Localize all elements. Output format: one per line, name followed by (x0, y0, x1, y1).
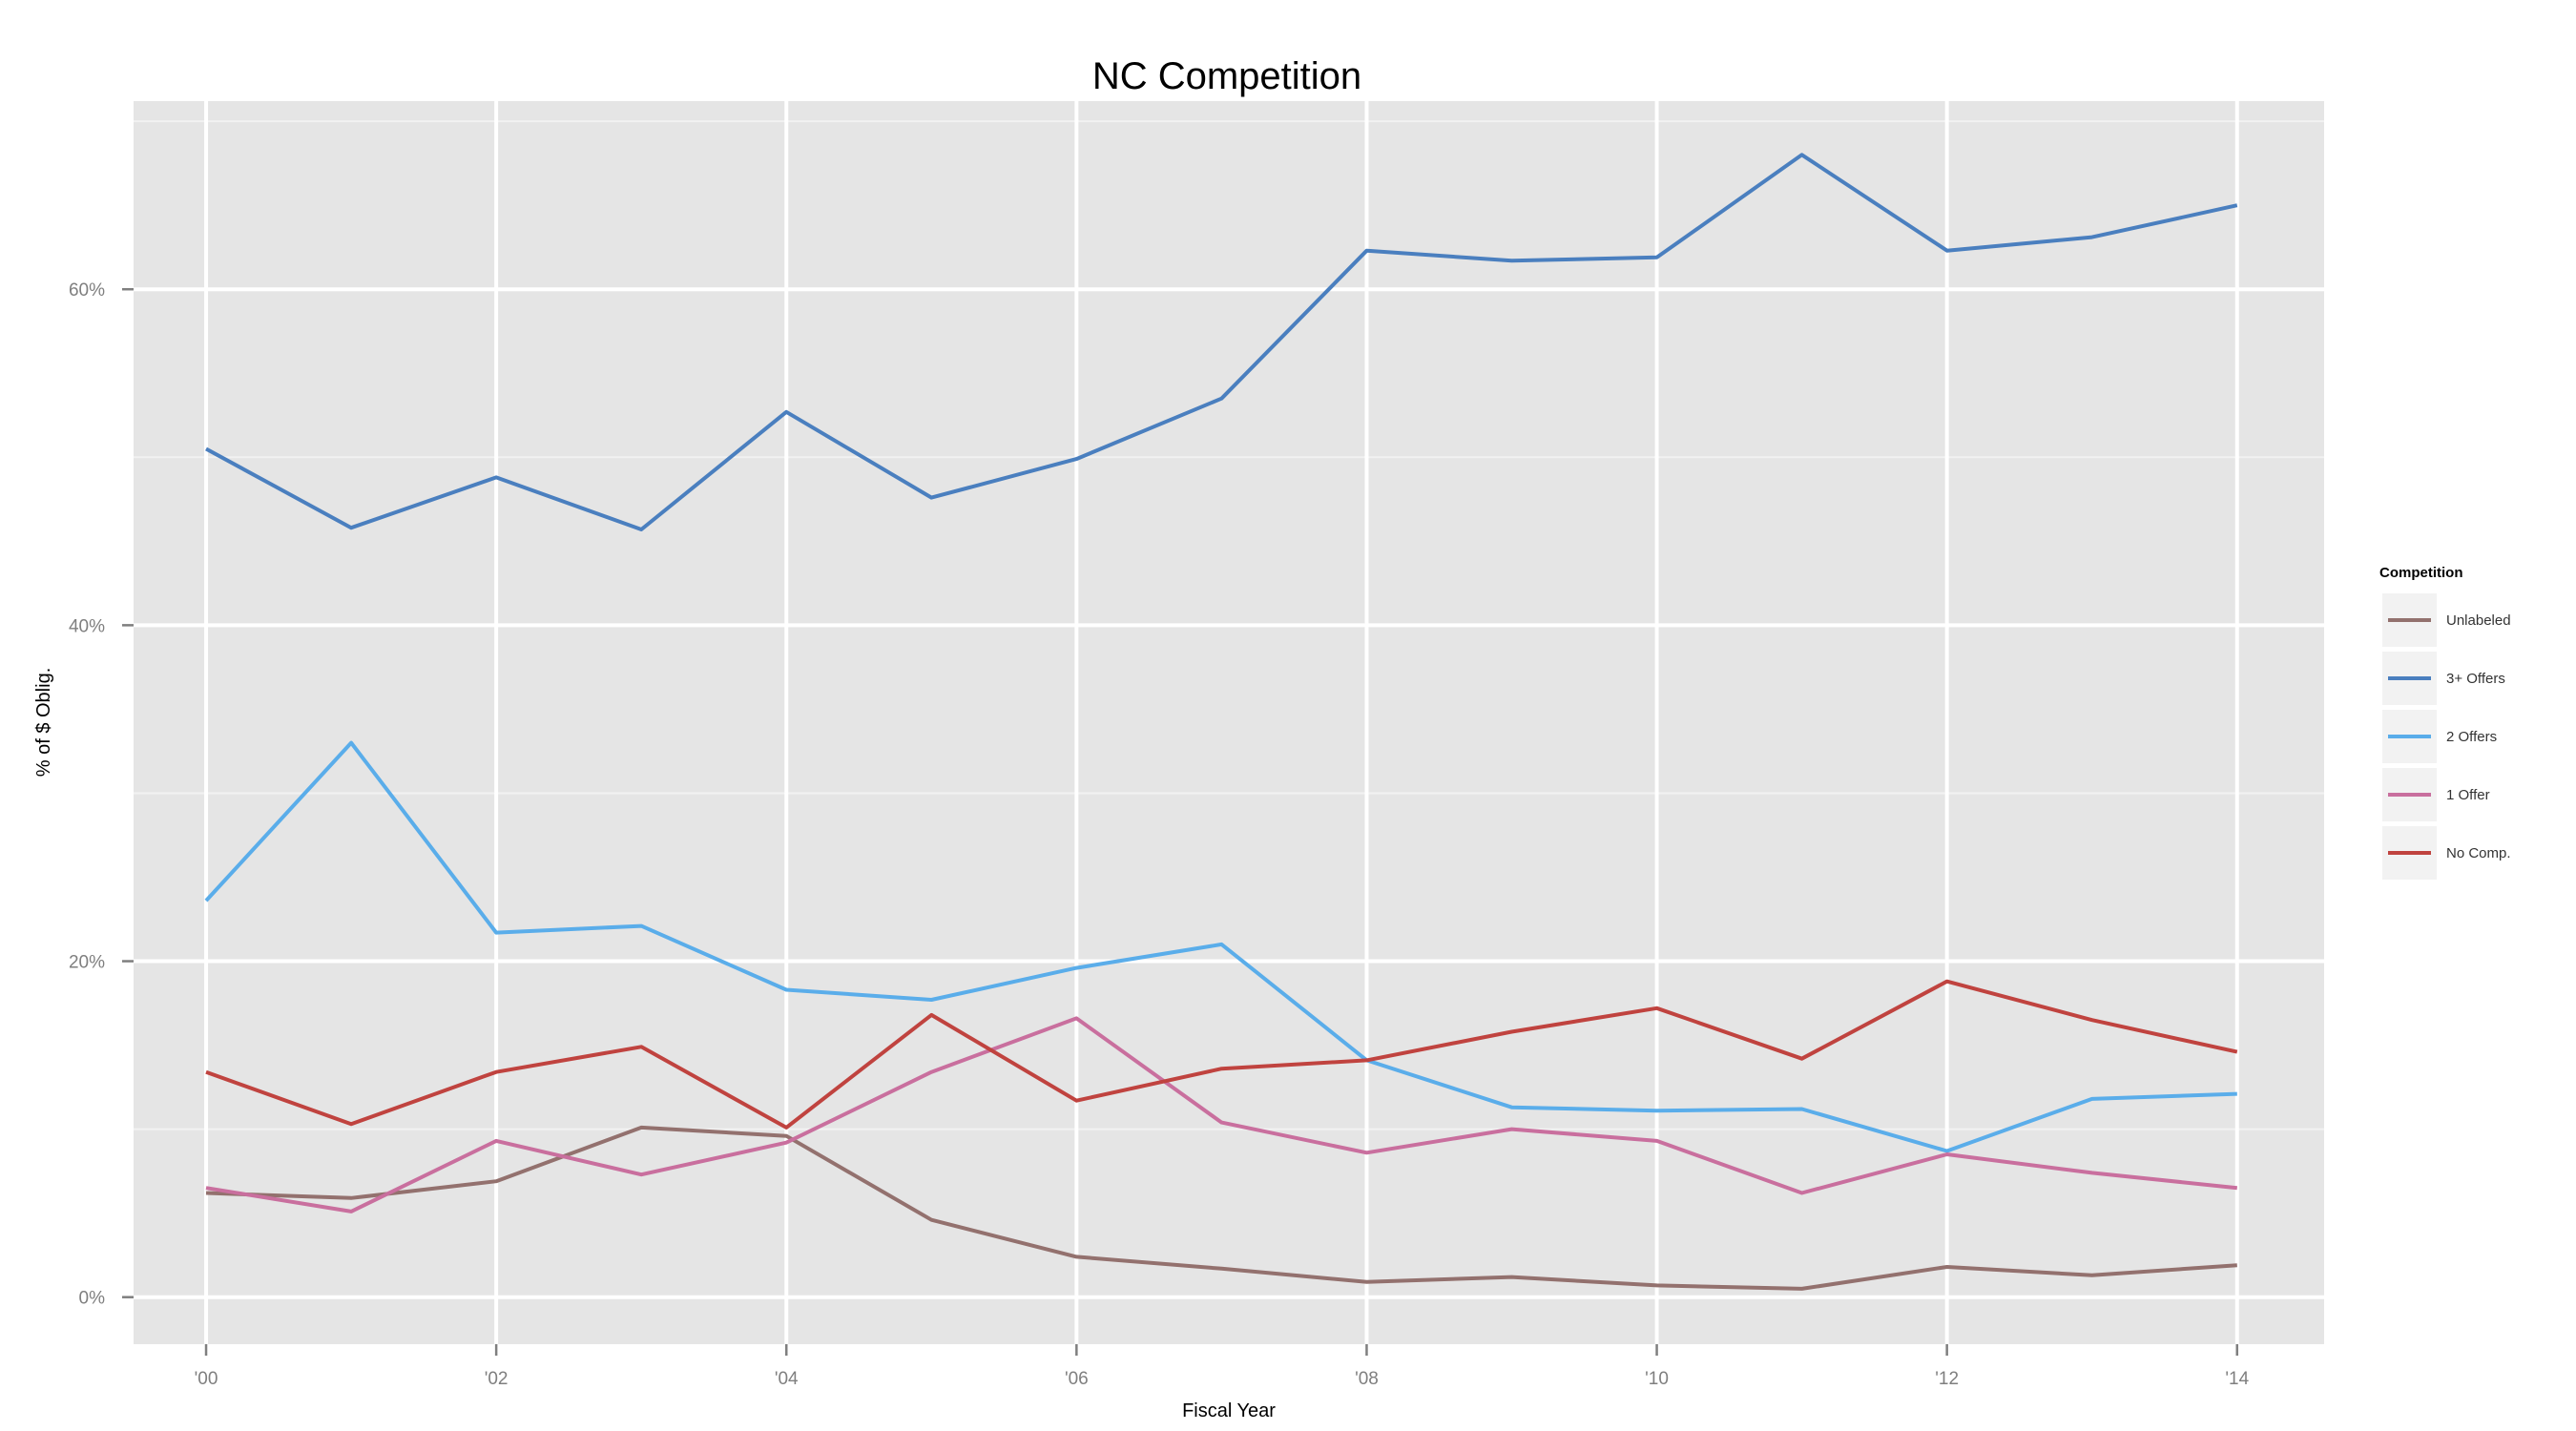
legend: Competition Unlabeled 3+ Offers 2 Offers 1 … (2379, 565, 2511, 880)
y-tick-label: 40% (69, 616, 105, 636)
x-tick-label: '00 (195, 1369, 218, 1389)
x-tick-label: '08 (1355, 1369, 1379, 1389)
legend-label: 1 Offer (2446, 787, 2490, 803)
y-tick-label: 60% (69, 280, 105, 301)
x-tick-label: '10 (1645, 1369, 1669, 1389)
x-tick-label: '14 (2225, 1369, 2249, 1389)
series-line-unlabeled (205, 1125, 2237, 1291)
grid-minor (134, 120, 2324, 1130)
series-line-no-comp (205, 979, 2238, 1130)
y-axis-title: % of $ Oblig. (33, 668, 54, 778)
x-tick-label: '06 (1065, 1369, 1089, 1389)
legend-label: 2 Offers (2446, 729, 2497, 745)
y-tick-label: 0% (79, 1289, 106, 1309)
y-axis: 0% 20% 40% 60% (69, 280, 134, 1309)
x-tick-label: '02 (485, 1369, 509, 1389)
legend-label: 3+ Offers (2446, 671, 2505, 687)
plot-panel (134, 101, 2324, 1344)
y-tick-label: 20% (69, 953, 105, 973)
x-axis-title: Fiscal Year (1182, 1400, 1276, 1421)
x-tick-label: '04 (775, 1369, 799, 1389)
series-line-2-offers (204, 740, 2237, 1153)
legend-label: No Comp. (2446, 845, 2511, 861)
series-lines (204, 153, 2238, 1291)
series-line-3-offers (205, 153, 2238, 531)
x-axis: '00 '02 '04 '06 '08 '10 '12 '14 (195, 1344, 2250, 1389)
legend-label: Unlabeled (2446, 612, 2511, 629)
chart-title: NC Competition (1092, 55, 1361, 97)
legend-title: Competition (2379, 565, 2463, 581)
series-line-1-offer (205, 1016, 2238, 1213)
x-tick-label: '12 (1935, 1369, 1959, 1389)
